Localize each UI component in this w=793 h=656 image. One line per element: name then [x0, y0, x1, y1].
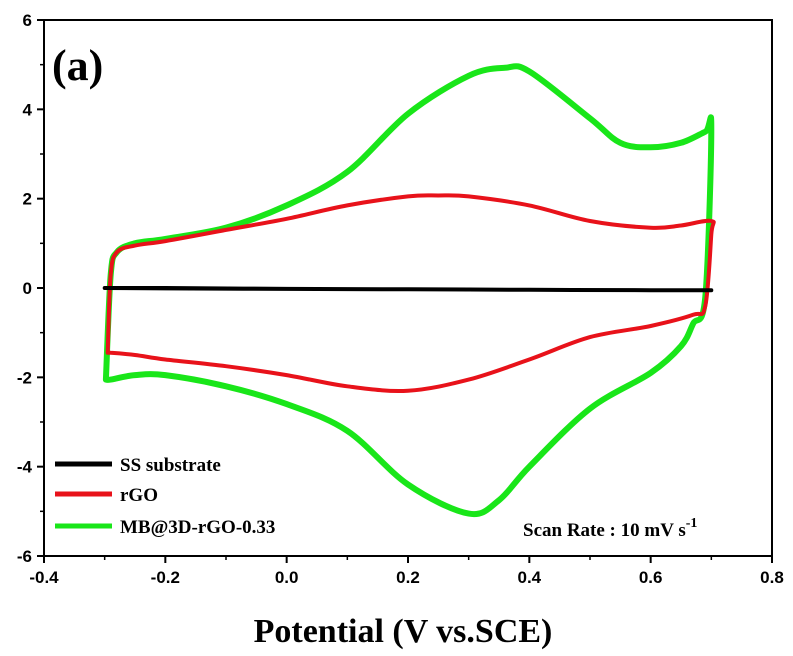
x-axis-label: Potential (V vs.SCE) — [254, 613, 553, 650]
series-ss-substrate — [102, 285, 714, 293]
y-tick-label: 2 — [23, 190, 32, 209]
x-tick-label: 0.2 — [396, 568, 420, 587]
x-tick-label: -0.4 — [29, 568, 59, 587]
scan-rate-text: Scan Rate : 10 mV s — [523, 520, 686, 541]
legend: SS substrate rGO MB@3D-rGO-0.33 — [55, 455, 275, 538]
series-rgo — [105, 193, 716, 393]
x-tick-label: 0.6 — [639, 568, 663, 587]
series-mb-3d-rgo — [102, 63, 715, 518]
legend-label-rgo: rGO — [120, 485, 158, 506]
x-tick-label: 0.8 — [760, 568, 784, 587]
y-tick-label: 6 — [23, 11, 32, 30]
scan-rate-superscript: -1 — [686, 516, 698, 531]
x-tick-label: 0.4 — [518, 568, 542, 587]
x-tick-label: 0.0 — [275, 568, 299, 587]
panel-label: (a) — [52, 41, 103, 90]
plot-frame — [43, 19, 773, 557]
scan-rate-annotation: Scan Rate : 10 mV s-1 — [523, 516, 697, 541]
y-tick-label: -4 — [17, 458, 33, 477]
tick-labels-layer: -0.4 -0.2 0.0 0.2 0.4 0.6 0.8 -6 -4 -2 0 2 4 6 — [17, 11, 784, 587]
legend-label-ss-substrate: SS substrate — [120, 455, 221, 476]
y-tick-label: 0 — [23, 279, 32, 298]
y-tick-label: -2 — [17, 368, 32, 387]
y-tick-label: -6 — [17, 547, 32, 566]
series-layer — [102, 63, 716, 518]
x-tick-label: -0.2 — [151, 568, 180, 587]
legend-label-mb-3d-rgo: MB@3D-rGO-0.33 — [120, 517, 275, 538]
y-tick-label: 4 — [23, 100, 33, 119]
